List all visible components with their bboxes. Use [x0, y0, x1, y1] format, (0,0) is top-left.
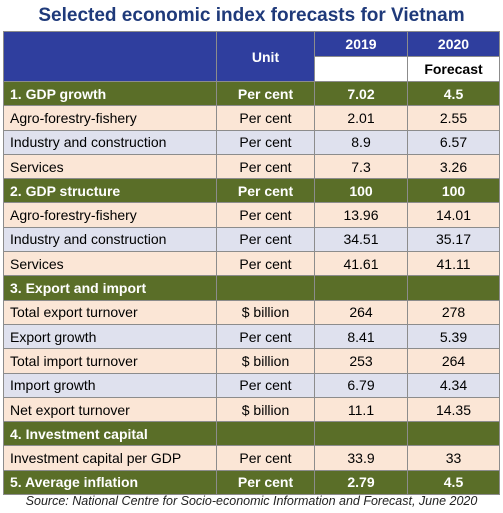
row-2020: 2.55: [407, 105, 500, 131]
row-label: Services: [3, 153, 217, 180]
row-unit: $ billion: [216, 396, 315, 423]
row-label: 5. Average inflation: [3, 469, 217, 496]
header-forecast: Forecast: [407, 56, 500, 82]
row-unit: Per cent: [216, 323, 315, 350]
row-label: Total import turnover: [3, 348, 217, 374]
row-2019: 6.79: [314, 372, 408, 398]
row-2019: 253: [314, 348, 408, 374]
row-2020: 264: [407, 348, 500, 374]
table-title: Selected economic index forecasts for Vi…: [38, 5, 465, 26]
table-row: Agro-forestry-fishery Per cent 13.96 14.…: [3, 202, 500, 228]
table-row: Services Per cent 7.3 3.26: [3, 153, 500, 180]
row-2020: [407, 421, 500, 447]
row-2020: 278: [407, 299, 500, 325]
row-2020: 4.34: [407, 372, 500, 398]
row-label: Export growth: [3, 323, 217, 350]
row-2019: 7.02: [314, 80, 408, 107]
row-unit: Per cent: [216, 80, 315, 107]
row-unit: [216, 275, 315, 301]
row-label: 2. GDP structure: [3, 178, 217, 204]
row-2019: 34.51: [314, 226, 408, 253]
table-row: Investment capital per GDP Per cent 33.9…: [3, 445, 500, 471]
row-2020: 100: [407, 178, 500, 204]
table-row: Industry and construction Per cent 34.51…: [3, 226, 500, 253]
row-2020: [407, 275, 500, 301]
table-row: Net export turnover $ billion 11.1 14.35: [3, 396, 500, 423]
row-label: Import growth: [3, 372, 217, 398]
row-2019: 264: [314, 299, 408, 325]
table-row: Agro-forestry-fishery Per cent 2.01 2.55: [3, 105, 500, 131]
row-2019: [314, 275, 408, 301]
row-unit: Per cent: [216, 372, 315, 398]
row-label: Net export turnover: [3, 396, 217, 423]
row-2020: 3.26: [407, 153, 500, 180]
row-label: 1. GDP growth: [3, 80, 217, 107]
row-unit: Per cent: [216, 251, 315, 277]
row-2020: 14.01: [407, 202, 500, 228]
row-2020: 33: [407, 445, 500, 471]
row-2019: 13.96: [314, 202, 408, 228]
row-2020: 41.11: [407, 251, 500, 277]
row-2020: 4.5: [407, 80, 500, 107]
row-unit: Per cent: [216, 445, 315, 471]
row-label: Services: [3, 251, 217, 277]
row-2019: 41.61: [314, 251, 408, 277]
row-label: 4. Investment capital: [3, 421, 217, 447]
row-label: 3. Export and import: [3, 275, 217, 301]
row-unit: $ billion: [216, 348, 315, 374]
table-row: 3. Export and import: [3, 275, 500, 301]
table-row: Total import turnover $ billion 253 264: [3, 348, 500, 374]
header-2019-sub: [314, 56, 408, 82]
row-label: Agro-forestry-fishery: [3, 202, 217, 228]
row-label: Total export turnover: [3, 299, 217, 325]
row-label: Agro-forestry-fishery: [3, 105, 217, 131]
table-row: Industry and construction Per cent 8.9 6…: [3, 129, 500, 155]
header-row-top: Unit 2019 2020: [3, 31, 500, 82]
table-row: Total export turnover $ billion 264 278: [3, 299, 500, 325]
table-row: Services Per cent 41.61 41.11: [3, 251, 500, 277]
row-2019: 8.41: [314, 323, 408, 350]
row-2020: 35.17: [407, 226, 500, 253]
row-2019: 33.9: [314, 445, 408, 471]
table-row: 2. GDP structure Per cent 100 100: [3, 178, 500, 204]
row-2020: 4.5: [407, 469, 500, 496]
forecast-table: Unit 2019 2020 Forecast 1. GDP growth Pe…: [3, 31, 500, 496]
row-2019: 100: [314, 178, 408, 204]
row-unit: Per cent: [216, 153, 315, 180]
row-2019: [314, 421, 408, 447]
row-2020: 6.57: [407, 129, 500, 155]
row-label: Investment capital per GDP: [3, 445, 217, 471]
row-unit: [216, 421, 315, 447]
table-row: 1. GDP growth Per cent 7.02 4.5: [3, 80, 500, 107]
row-unit: Per cent: [216, 129, 315, 155]
header-unit: Unit: [216, 31, 315, 82]
row-2019: 8.9: [314, 129, 408, 155]
row-unit: Per cent: [216, 178, 315, 204]
table-row: 4. Investment capital: [3, 421, 500, 447]
row-unit: Per cent: [216, 469, 315, 496]
header-2019: 2019: [314, 31, 408, 57]
row-2020: 14.35: [407, 396, 500, 423]
row-2020: 5.39: [407, 323, 500, 350]
row-2019: 2.01: [314, 105, 408, 131]
row-2019: 11.1: [314, 396, 408, 423]
header-indicator-cell: [3, 31, 217, 82]
table-row: Import growth Per cent 6.79 4.34: [3, 372, 500, 398]
row-unit: Per cent: [216, 226, 315, 253]
source-note: Source: National Centre for Socio-econom…: [25, 494, 478, 508]
table-row: Export growth Per cent 8.41 5.39: [3, 323, 500, 350]
row-unit: Per cent: [216, 105, 315, 131]
row-label: Industry and construction: [3, 226, 217, 253]
row-2019: 7.3: [314, 153, 408, 180]
row-unit: Per cent: [216, 202, 315, 228]
row-label: Industry and construction: [3, 129, 217, 155]
row-unit: $ billion: [216, 299, 315, 325]
header-2020: 2020: [407, 31, 500, 57]
table-row: 5. Average inflation Per cent 2.79 4.5: [3, 469, 500, 496]
